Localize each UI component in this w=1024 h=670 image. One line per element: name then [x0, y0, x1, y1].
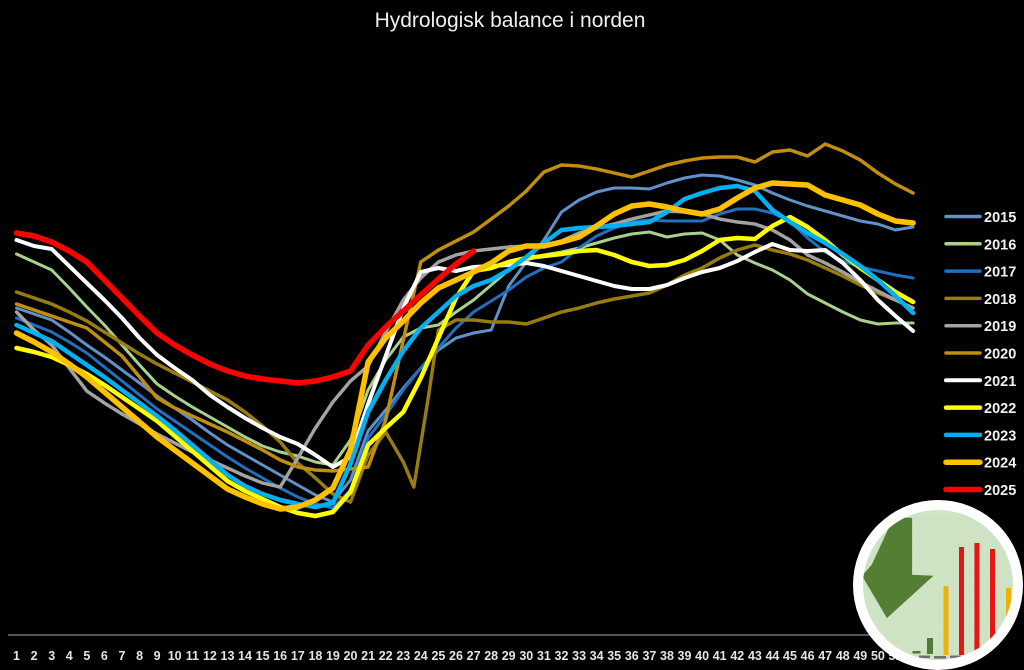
svg-text:5: 5 [83, 649, 90, 663]
svg-text:2022: 2022 [984, 401, 1016, 417]
svg-text:2024: 2024 [984, 456, 1016, 472]
svg-text:23: 23 [396, 649, 410, 663]
svg-text:6: 6 [101, 649, 108, 663]
svg-text:2018: 2018 [984, 292, 1016, 308]
svg-text:9: 9 [154, 649, 161, 663]
svg-text:22: 22 [379, 649, 393, 663]
svg-text:24: 24 [414, 649, 428, 663]
svg-text:2019: 2019 [984, 319, 1016, 335]
svg-text:20: 20 [344, 649, 358, 663]
svg-text:32: 32 [555, 649, 569, 663]
svg-text:36: 36 [625, 649, 639, 663]
svg-text:34: 34 [590, 649, 604, 663]
svg-text:1: 1 [13, 649, 20, 663]
svg-text:18: 18 [308, 649, 322, 663]
svg-text:41: 41 [713, 649, 727, 663]
svg-text:29: 29 [502, 649, 516, 663]
svg-text:14: 14 [238, 649, 252, 663]
svg-text:26: 26 [449, 649, 463, 663]
svg-text:16: 16 [273, 649, 287, 663]
svg-text:37: 37 [642, 649, 656, 663]
svg-text:4: 4 [66, 649, 73, 663]
svg-text:27: 27 [467, 649, 481, 663]
svg-text:35: 35 [607, 649, 621, 663]
svg-text:44: 44 [765, 649, 779, 663]
svg-text:11: 11 [186, 649, 199, 663]
svg-text:2015: 2015 [984, 210, 1016, 226]
svg-text:13: 13 [221, 649, 235, 663]
svg-text:25: 25 [431, 649, 445, 663]
svg-text:2017: 2017 [984, 265, 1016, 281]
svg-text:19: 19 [326, 649, 340, 663]
svg-text:47: 47 [818, 649, 832, 663]
svg-text:7: 7 [119, 649, 126, 663]
svg-text:2020: 2020 [984, 347, 1016, 363]
svg-text:45: 45 [783, 649, 797, 663]
svg-text:30: 30 [519, 649, 533, 663]
svg-text:42: 42 [730, 649, 744, 663]
svg-text:49: 49 [853, 649, 867, 663]
svg-text:2025: 2025 [984, 483, 1016, 499]
svg-text:17: 17 [291, 649, 305, 663]
svg-text:28: 28 [484, 649, 498, 663]
svg-text:43: 43 [748, 649, 762, 663]
svg-text:2: 2 [31, 649, 38, 663]
svg-text:46: 46 [801, 649, 815, 663]
svg-text:8: 8 [136, 649, 143, 663]
svg-text:38: 38 [660, 649, 674, 663]
svg-text:31: 31 [537, 649, 551, 663]
svg-text:21: 21 [361, 649, 375, 663]
svg-text:40: 40 [695, 649, 709, 663]
svg-text:3: 3 [48, 649, 55, 663]
svg-text:15: 15 [256, 649, 270, 663]
svg-text:39: 39 [678, 649, 692, 663]
svg-text:2023: 2023 [984, 428, 1016, 444]
svg-text:2021: 2021 [984, 374, 1016, 390]
svg-text:10: 10 [168, 649, 182, 663]
svg-text:Hydrologisk balance i norden: Hydrologisk balance i norden [375, 9, 646, 32]
svg-text:12: 12 [203, 649, 217, 663]
svg-text:2016: 2016 [984, 237, 1016, 253]
svg-text:48: 48 [836, 649, 850, 663]
svg-text:50: 50 [871, 649, 885, 663]
svg-text:33: 33 [572, 649, 586, 663]
